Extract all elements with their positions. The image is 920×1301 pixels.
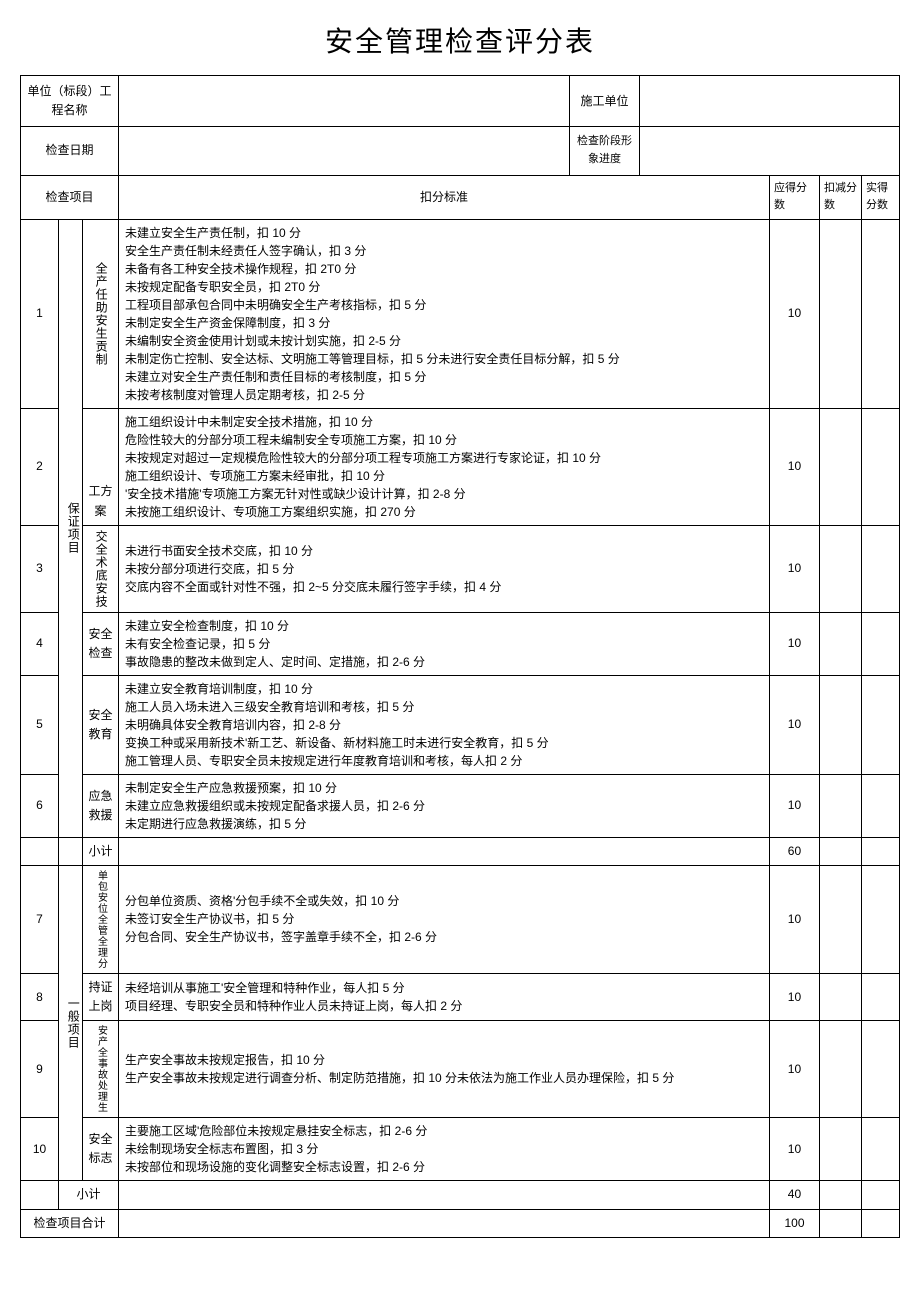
empty <box>819 1181 861 1209</box>
empty <box>861 1181 899 1209</box>
row-criteria: 施工组织设计中未制定安全技术措施，扣 10 分危险性较大的分部分项工程未编制安全… <box>119 408 770 525</box>
row-item: 安产全事故处理生 <box>83 1021 119 1118</box>
empty <box>819 837 861 865</box>
row-expected: 10 <box>769 1118 819 1181</box>
page-title: 安全管理检查评分表 <box>20 20 900 60</box>
row-deduct <box>819 774 861 837</box>
row-criteria: 生产安全事故未按规定报告，扣 10 分生产安全事故未按规定进行调查分析、制定防范… <box>119 1021 770 1118</box>
empty <box>119 1209 770 1237</box>
row-deduct <box>819 612 861 675</box>
empty <box>119 1181 770 1209</box>
row-num: 3 <box>21 525 59 612</box>
col-criteria: 扣分标准 <box>119 175 770 219</box>
row-expected: 10 <box>769 774 819 837</box>
category-1: 保证项目 <box>59 219 83 837</box>
subtotal-expected: 60 <box>769 837 819 865</box>
row-item: 单包安位全管全理分 <box>83 865 119 973</box>
row-deduct <box>819 973 861 1020</box>
row-deduct <box>819 865 861 973</box>
col-deduction: 扣减分数 <box>819 175 861 219</box>
row-item: 全产任助安生贡制 <box>83 219 119 408</box>
row-expected: 10 <box>769 1021 819 1118</box>
row-actual <box>861 612 899 675</box>
row-criteria: 未制定安全生产应急救援预案，扣 10 分未建立应急救援组织或未按规定配备求援人员… <box>119 774 770 837</box>
row-actual <box>861 973 899 1020</box>
row-criteria: 未建立安全生产责任制，扣 10 分安全生产责任制未经责任人签字确认，扣 3 分未… <box>119 219 770 408</box>
scoring-table: 单位（标段）工程名称 施工单位 检查日期 检查阶段形象进度 检查项目 扣分标准 … <box>20 75 900 1238</box>
phase-value <box>639 127 899 175</box>
total-expected: 100 <box>769 1209 819 1237</box>
contractor-label: 施工单位 <box>569 76 639 127</box>
row-num: 7 <box>21 865 59 973</box>
subtotal-label: 小计 <box>59 1181 119 1209</box>
row-deduct <box>819 1021 861 1118</box>
row-item: 安全教育 <box>83 675 119 774</box>
unit-value <box>119 76 570 127</box>
row-expected: 10 <box>769 525 819 612</box>
row-actual <box>861 774 899 837</box>
row-item: 持证上岗 <box>83 973 119 1020</box>
empty <box>861 1209 899 1237</box>
phase-label: 检查阶段形象进度 <box>569 127 639 175</box>
row-num: 6 <box>21 774 59 837</box>
row-actual <box>861 525 899 612</box>
date-label: 检查日期 <box>21 127 119 175</box>
empty <box>119 837 770 865</box>
col-actual: 实得分数 <box>861 175 899 219</box>
row-actual <box>861 675 899 774</box>
unit-label: 单位（标段）工程名称 <box>21 76 119 127</box>
category-2: 一般项目 <box>59 865 83 1180</box>
row-num: 10 <box>21 1118 59 1181</box>
col-item: 检查项目 <box>21 175 119 219</box>
row-deduct <box>819 408 861 525</box>
row-num: 1 <box>21 219 59 408</box>
row-item: 安全检查 <box>83 612 119 675</box>
row-deduct <box>819 1118 861 1181</box>
total-label: 检查项目合计 <box>21 1209 119 1237</box>
subtotal-label: 小计 <box>83 837 119 865</box>
row-num: 9 <box>21 1021 59 1118</box>
row-num: 2 <box>21 408 59 525</box>
row-num: 4 <box>21 612 59 675</box>
row-deduct <box>819 675 861 774</box>
row-num: 8 <box>21 973 59 1020</box>
row-item: 应急救援 <box>83 774 119 837</box>
row-item: 交全术底安技 <box>83 525 119 612</box>
row-criteria: 未经培训从事施工'安全管理和特种作业，每人扣 5 分项目经理、专职安全员和特种作… <box>119 973 770 1020</box>
row-item: 工方案 <box>83 408 119 525</box>
empty <box>21 837 59 865</box>
subtotal-expected: 40 <box>769 1181 819 1209</box>
empty <box>59 837 83 865</box>
row-item: 安全标志 <box>83 1118 119 1181</box>
row-deduct <box>819 525 861 612</box>
row-criteria: 未建立安全教育培训制度，扣 10 分施工人员入场未进入三级安全教育培训和考核，扣… <box>119 675 770 774</box>
row-actual <box>861 1118 899 1181</box>
row-criteria: 未建立安全检查制度，扣 10 分未有安全检查记录，扣 5 分事故隐患的整改未做到… <box>119 612 770 675</box>
row-criteria: 主要施工区域'危险部位未按规定悬挂安全标志，扣 2-6 分未绘制现场安全标志布置… <box>119 1118 770 1181</box>
empty <box>21 1181 59 1209</box>
row-actual <box>861 1021 899 1118</box>
row-criteria: 分包单位资质、资格'分包手续不全或失效，扣 10 分未签订安全生产协议书，扣 5… <box>119 865 770 973</box>
col-expected: 应得分数 <box>769 175 819 219</box>
row-expected: 10 <box>769 865 819 973</box>
row-expected: 10 <box>769 612 819 675</box>
row-num: 5 <box>21 675 59 774</box>
row-expected: 10 <box>769 219 819 408</box>
row-actual <box>861 219 899 408</box>
empty <box>819 1209 861 1237</box>
contractor-value <box>639 76 899 127</box>
row-expected: 10 <box>769 408 819 525</box>
date-value <box>119 127 570 175</box>
row-deduct <box>819 219 861 408</box>
row-actual <box>861 408 899 525</box>
empty <box>861 837 899 865</box>
row-expected: 10 <box>769 973 819 1020</box>
row-criteria: 未进行书面安全技术交底，扣 10 分未按分部分项进行交底，扣 5 分交底内容不全… <box>119 525 770 612</box>
row-actual <box>861 865 899 973</box>
row-expected: 10 <box>769 675 819 774</box>
